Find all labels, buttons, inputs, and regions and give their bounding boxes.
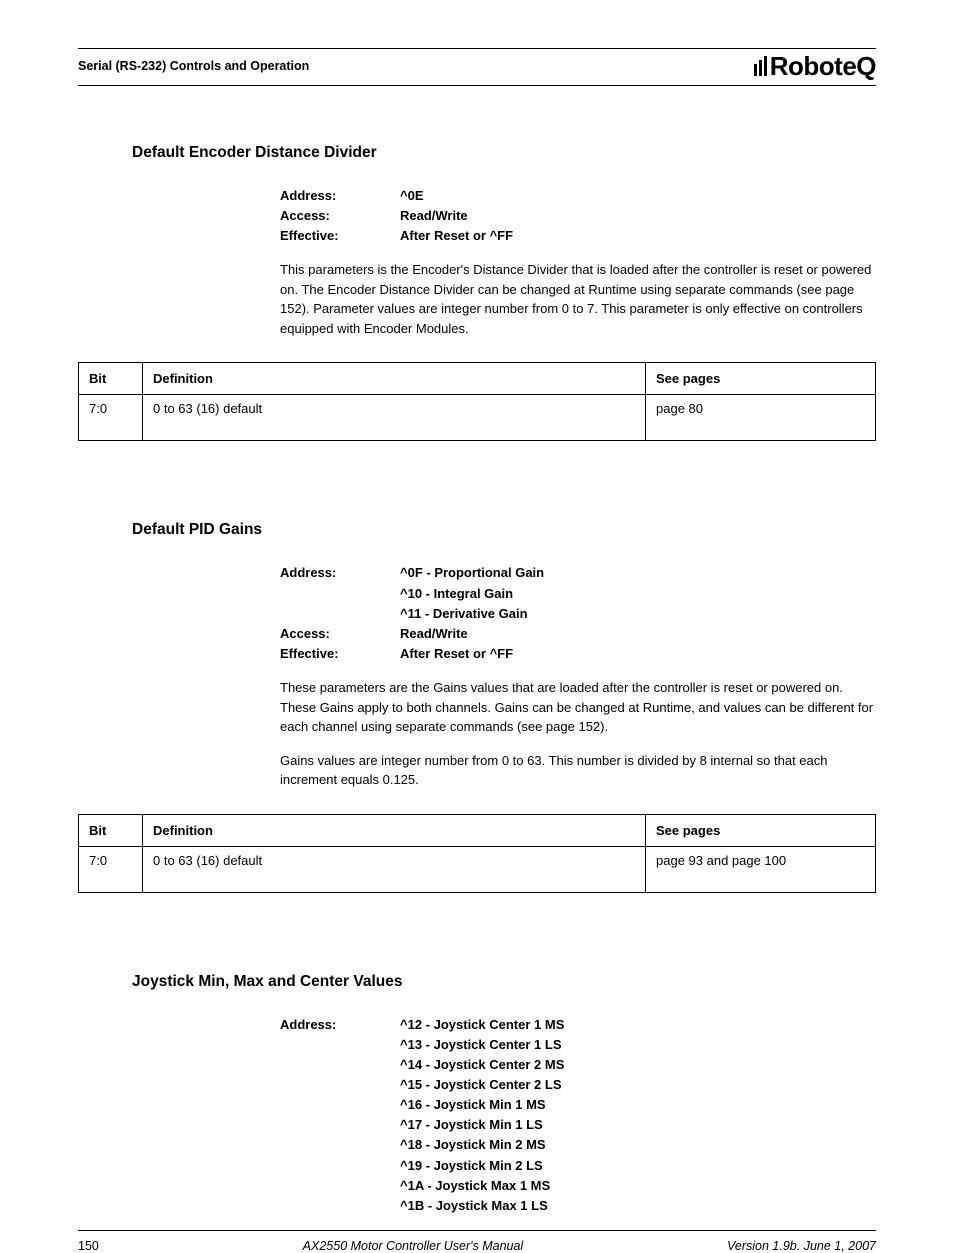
meta-row-effective: Effective: After Reset or ^FF [280,226,876,246]
table-header-row: Bit Definition See pages [79,363,876,395]
meta-value: ^17 - Joystick Min 1 LS [400,1115,564,1135]
meta-value: ^14 - Joystick Center 2 MS [400,1055,564,1075]
meta-value: ^18 - Joystick Min 2 MS [400,1135,564,1155]
chapter-title: Serial (RS-232) Controls and Operation [78,59,309,73]
meta-value: After Reset or ^FF [400,644,513,664]
body-paragraph: Gains values are integer number from 0 t… [280,751,876,790]
meta-value: After Reset or ^FF [400,226,513,246]
body-paragraph: This parameters is the Encoder's Distanc… [280,260,876,338]
table-header-row: Bit Definition See pages [79,814,876,846]
content-area: Default Encoder Distance Divider Address… [78,86,876,1230]
section-encoder-divider: Default Encoder Distance Divider Address… [132,144,876,338]
cell-definition: 0 to 63 (16) default [143,395,646,441]
meta-row-address: Address: ^0F - Proportional Gain ^10 - I… [280,563,876,623]
section-title: Default Encoder Distance Divider [132,144,876,162]
meta-row-address: Address: ^0E [280,186,876,206]
col-header-bit: Bit [79,363,143,395]
cell-bit: 7:0 [79,846,143,892]
meta-value: ^0E [400,186,424,206]
col-header-bit: Bit [79,814,143,846]
meta-label: Address: [280,563,400,623]
cell-bit: 7:0 [79,395,143,441]
meta-value: ^19 - Joystick Min 2 LS [400,1156,564,1176]
meta-value: ^10 - Integral Gain [400,584,544,604]
cell-pages: page 80 [646,395,876,441]
col-header-pages: See pages [646,814,876,846]
meta-row-access: Access: Read/Write [280,624,876,644]
footer-doc-title: AX2550 Motor Controller User's Manual [303,1239,524,1253]
meta-value: ^0F - Proportional Gain [400,563,544,583]
meta-label: Access: [280,206,400,226]
meta-value: Read/Write [400,624,468,644]
meta-value: ^16 - Joystick Min 1 MS [400,1095,564,1115]
section-title: Default PID Gains [132,521,876,539]
meta-value: ^13 - Joystick Center 1 LS [400,1035,564,1055]
meta-row-effective: Effective: After Reset or ^FF [280,644,876,664]
table-row: 7:0 0 to 63 (16) default page 80 [79,395,876,441]
meta-value: Read/Write [400,206,468,226]
meta-value: ^1A - Joystick Max 1 MS [400,1176,564,1196]
bit-table-encoder: Bit Definition See pages 7:0 0 to 63 (16… [78,362,876,441]
meta-label: Effective: [280,226,400,246]
col-header-definition: Definition [143,814,646,846]
top-rule [78,48,876,49]
meta-label: Effective: [280,644,400,664]
meta-row-address: Address: ^12 - Joystick Center 1 MS ^13 … [280,1015,876,1216]
col-header-pages: See pages [646,363,876,395]
logo-bars-icon [754,56,767,76]
meta-label: Access: [280,624,400,644]
meta-value: ^11 - Derivative Gain [400,604,544,624]
logo-text: RoboteQ [770,53,876,79]
cell-pages: page 93 and page 100 [646,846,876,892]
bit-table-pid: Bit Definition See pages 7:0 0 to 63 (16… [78,814,876,893]
col-header-definition: Definition [143,363,646,395]
footer-page-number: 150 [78,1239,99,1253]
meta-label: Address: [280,186,400,206]
section-pid-gains: Default PID Gains Address: ^0F - Proport… [132,521,876,789]
table-row: 7:0 0 to 63 (16) default page 93 and pag… [79,846,876,892]
cell-definition: 0 to 63 (16) default [143,846,646,892]
section-joystick-values: Joystick Min, Max and Center Values Addr… [132,973,876,1216]
page-footer: 150 AX2550 Motor Controller User's Manua… [78,1230,876,1253]
meta-block: Address: ^0E Access: Read/Write Effectiv… [280,186,876,246]
meta-row-access: Access: Read/Write [280,206,876,226]
page-header: Serial (RS-232) Controls and Operation R… [78,53,876,86]
meta-value: ^12 - Joystick Center 1 MS [400,1015,564,1035]
meta-value: ^1B - Joystick Max 1 LS [400,1196,564,1216]
meta-value: ^15 - Joystick Center 2 LS [400,1075,564,1095]
meta-block: Address: ^0F - Proportional Gain ^10 - I… [280,563,876,664]
footer-version: Version 1.9b. June 1, 2007 [727,1239,876,1253]
meta-block: Address: ^12 - Joystick Center 1 MS ^13 … [280,1015,876,1216]
meta-label: Address: [280,1015,400,1216]
body-paragraph: These parameters are the Gains values th… [280,678,876,737]
section-title: Joystick Min, Max and Center Values [132,973,876,991]
logo: RoboteQ [754,53,876,79]
